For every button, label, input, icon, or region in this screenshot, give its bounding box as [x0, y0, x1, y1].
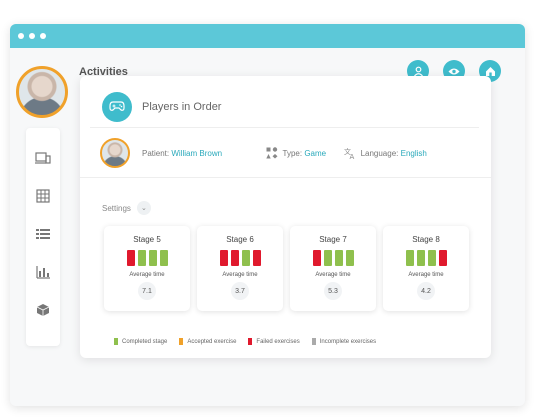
- patient-avatar: [100, 138, 130, 168]
- window-dot[interactable]: [40, 33, 46, 39]
- stage-card[interactable]: Stage 5 Average time 7.1: [104, 226, 190, 311]
- stage-bars: [197, 250, 283, 266]
- user-icon: [413, 66, 423, 76]
- divider: [80, 177, 491, 178]
- legend-swatch: [248, 338, 253, 345]
- legend-item: Failed exercises: [248, 338, 300, 345]
- legend-swatch: [311, 338, 316, 345]
- status-bar-red: [252, 250, 261, 266]
- activity-card: Players in Order Patient: William Brown …: [80, 76, 491, 358]
- status-bar-red: [219, 250, 228, 266]
- title-bar: [10, 24, 525, 48]
- list-icon[interactable]: [35, 226, 51, 242]
- status-bar-red: [230, 250, 239, 266]
- average-time-label: Average time: [129, 272, 165, 278]
- average-time-label: Average time: [408, 272, 444, 278]
- status-bar-red: [126, 250, 135, 266]
- shapes-icon: [266, 147, 278, 159]
- settings-label: Settings: [102, 203, 131, 213]
- grid-icon[interactable]: [35, 188, 51, 204]
- eye-icon: [448, 68, 460, 74]
- status-bar-green: [159, 250, 168, 266]
- devices-icon[interactable]: [35, 150, 51, 166]
- type-label: Type:: [282, 148, 303, 158]
- legend: Completed stage Accepted exercise Failed…: [114, 338, 376, 345]
- legend-label: Incomplete exercises: [319, 338, 377, 345]
- stage-name: Stage 5: [133, 235, 161, 244]
- average-time-label: Average time: [222, 272, 258, 278]
- patient-label: Patient:: [142, 148, 170, 158]
- legend-swatch: [179, 338, 184, 345]
- cube-icon[interactable]: [35, 302, 51, 318]
- stage-bars: [290, 250, 376, 266]
- status-bar-green: [148, 250, 157, 266]
- stage-card[interactable]: Stage 8 Average time 4.2: [383, 226, 469, 311]
- language-value: English: [400, 148, 427, 158]
- status-bar-green: [241, 250, 250, 266]
- bar-chart-icon[interactable]: [35, 264, 51, 280]
- legend-label: Accepted exercise: [187, 338, 237, 345]
- legend-item: Incomplete exercises: [311, 338, 377, 345]
- therapist-avatar[interactable]: [16, 66, 68, 118]
- chevron-down-icon[interactable]: ⌄: [136, 201, 151, 215]
- legend-swatch: [114, 338, 118, 345]
- stage-name: Stage 7: [319, 235, 347, 244]
- window-dot[interactable]: [29, 33, 35, 39]
- legend-item: Accepted exercise: [179, 338, 236, 345]
- page-title: Activities: [79, 66, 128, 78]
- legend-item: Completed stage: [114, 338, 167, 345]
- sidebar: [26, 128, 60, 346]
- status-bar-green: [334, 250, 343, 266]
- window-dot[interactable]: [18, 33, 24, 39]
- status-bar-green: [137, 250, 146, 266]
- status-bar-green: [405, 250, 414, 266]
- legend-label: Completed stage: [122, 338, 168, 345]
- activity-title: Players in Order: [142, 100, 222, 113]
- svg-text:文: 文: [344, 147, 351, 156]
- average-time-value: 3.7: [231, 282, 249, 300]
- legend-label: Failed exercises: [256, 338, 300, 345]
- stage-bars: [383, 250, 469, 266]
- status-bar-green: [323, 250, 332, 266]
- status-bar-green: [345, 250, 354, 266]
- stage-bars: [104, 250, 190, 266]
- status-bar-red: [438, 250, 447, 266]
- home-icon: [485, 66, 495, 76]
- average-time-label: Average time: [315, 272, 351, 278]
- status-bar-green: [427, 250, 436, 266]
- patient-name[interactable]: William Brown: [171, 148, 223, 158]
- stage-card[interactable]: Stage 7 Average time 5.3: [290, 226, 376, 311]
- settings-toggle[interactable]: Settings ⌄: [102, 201, 151, 215]
- svg-text:A: A: [350, 153, 355, 159]
- status-bar-green: [416, 250, 425, 266]
- average-time-value: 4.2: [417, 282, 435, 300]
- stage-name: Stage 8: [412, 235, 440, 244]
- gamepad-icon: [102, 91, 132, 122]
- status-bar-red: [312, 250, 321, 266]
- average-time-value: 7.1: [138, 282, 156, 300]
- stage-name: Stage 6: [226, 235, 254, 244]
- average-time-value: 5.3: [324, 282, 342, 300]
- type-value: Game: [304, 148, 327, 158]
- language-label: Language:: [360, 148, 399, 158]
- activity-header: Players in Order: [90, 86, 479, 128]
- translate-icon: 文A: [344, 147, 355, 159]
- stage-card[interactable]: Stage 6 Average time 3.7: [197, 226, 283, 311]
